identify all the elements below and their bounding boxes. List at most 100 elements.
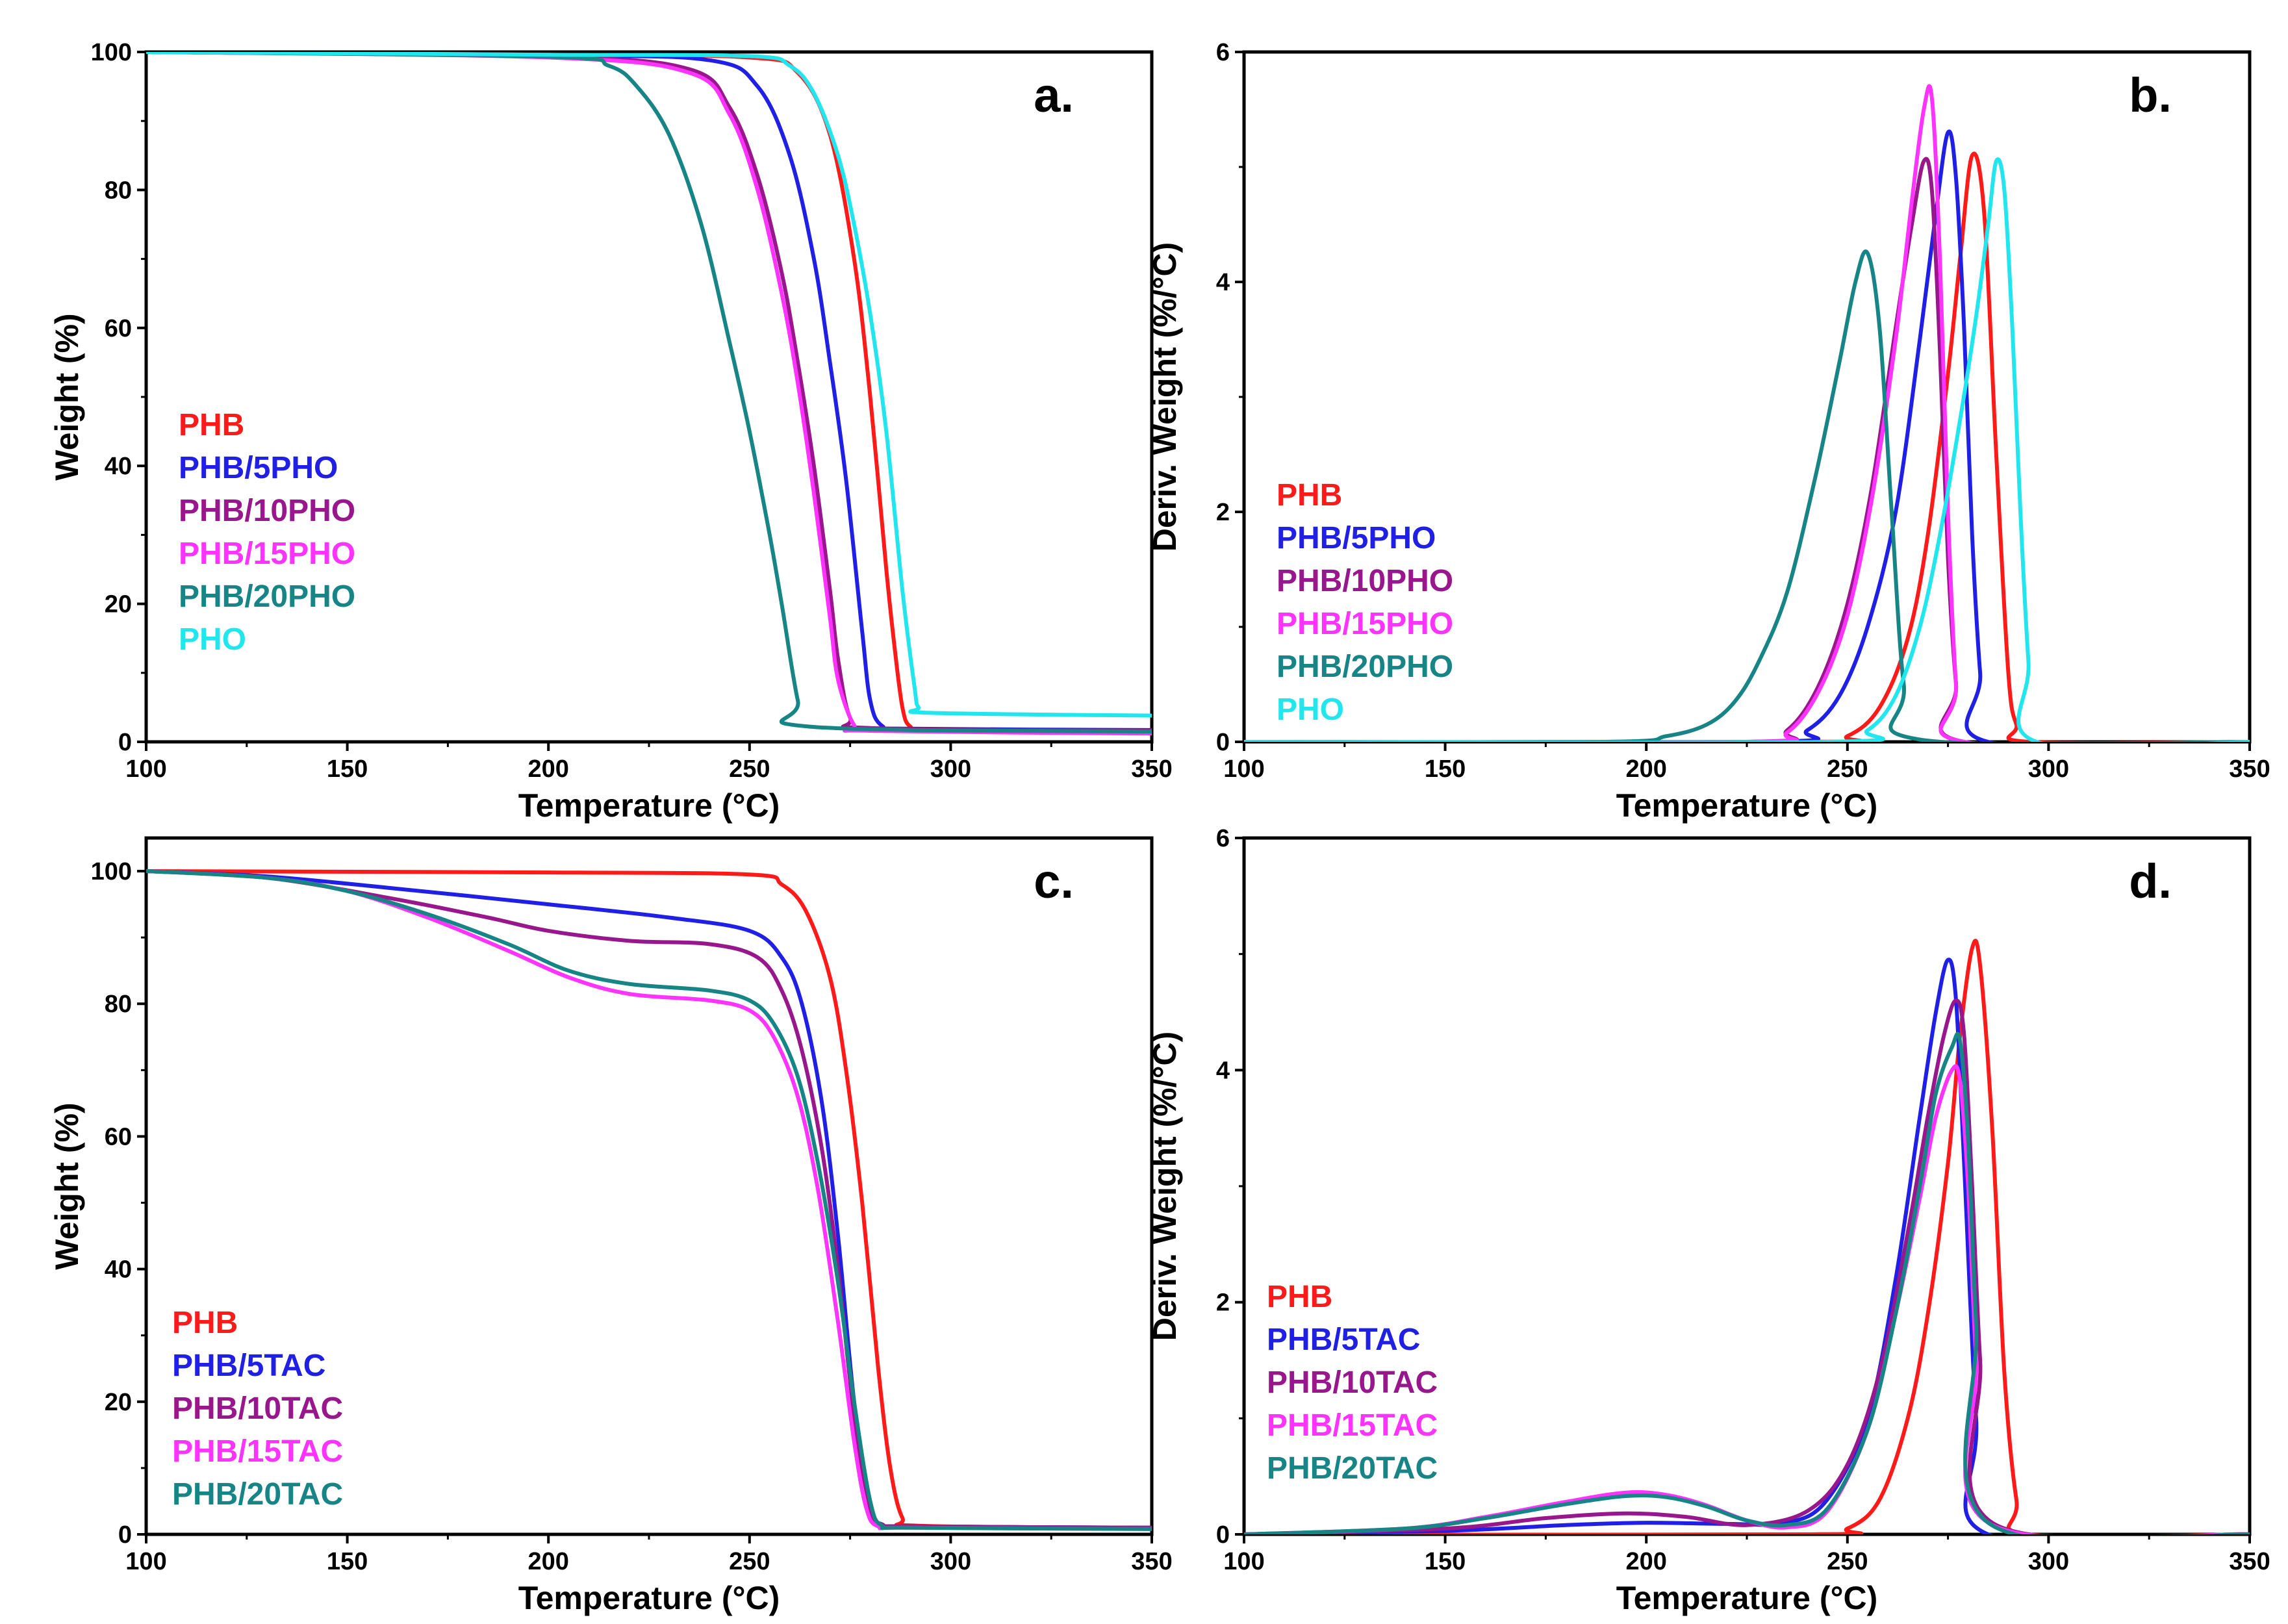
y-tick-label: 100 <box>91 858 132 885</box>
legend-entry: PHB/15PHO <box>179 537 355 571</box>
y-axis-title: Deriv. Weight (%/°C) <box>1147 1032 1183 1341</box>
panel-label: d. <box>2129 854 2172 908</box>
y-tick-label: 4 <box>1216 1057 1230 1084</box>
legend-entry: PHB/5TAC <box>172 1349 325 1383</box>
series-line-phb-5tac <box>146 869 1152 1530</box>
legend-entry: PHB/5PHO <box>1277 521 1436 555</box>
x-axis-title: Temperature (°C) <box>518 787 780 824</box>
legend-entry: PHB <box>1277 478 1342 513</box>
x-tick-label: 300 <box>2028 1548 2069 1575</box>
legend-entry: PHB/20TAC <box>172 1477 343 1512</box>
y-tick-label: 20 <box>105 1389 132 1416</box>
series-line-phb-15tac <box>146 869 1152 1531</box>
y-axis-title: Deriv. Weight (%/°C) <box>1147 242 1183 552</box>
y-tick-label: 2 <box>1216 499 1230 526</box>
x-tick-label: 250 <box>729 1548 770 1575</box>
legend-entry: PHB <box>1267 1280 1332 1314</box>
series-line-pho <box>1244 157 2250 742</box>
x-tick-label: 200 <box>528 755 568 783</box>
y-tick-label: 2 <box>1216 1289 1230 1317</box>
legend-entry: PHB <box>179 408 244 442</box>
x-tick-label: 350 <box>1131 755 1172 783</box>
series-line-phb-5pho <box>146 52 1152 732</box>
legend-entry: PHB/20TAC <box>1267 1451 1438 1486</box>
x-tick-label: 200 <box>1625 755 1666 783</box>
x-tick-label: 100 <box>125 755 166 783</box>
y-tick-label: 60 <box>105 1123 132 1150</box>
series-line-phb <box>146 52 1152 733</box>
x-tick-label: 150 <box>327 755 368 783</box>
series-line-phb-15pho <box>1244 84 2250 742</box>
x-tick-label: 300 <box>2028 755 2069 783</box>
series-line-phb <box>146 869 1152 1530</box>
y-tick-label: 100 <box>91 39 132 66</box>
x-tick-label: 350 <box>1131 1548 1172 1575</box>
x-tick-label: 150 <box>1425 755 1466 783</box>
legend-entry: PHB/10TAC <box>172 1391 343 1426</box>
legend-entry: PHB/5TAC <box>1267 1323 1420 1357</box>
x-axis-title: Temperature (°C) <box>1616 787 1877 824</box>
legend-entry: PHO <box>179 622 246 657</box>
series-line-phb-20tac <box>1244 1032 2250 1534</box>
legend-entry: PHB/5PHO <box>179 451 338 485</box>
y-tick-label: 0 <box>118 729 132 756</box>
y-tick-label: 80 <box>105 177 132 204</box>
chart-panel-2: 100 150 200 250 300 350 0 2 4 6 Temperature (°C) De… <box>1147 39 2270 824</box>
x-tick-label: 150 <box>1425 1548 1466 1575</box>
y-tick-label: 6 <box>1216 825 1230 852</box>
y-axis-title: Weight (%) <box>49 313 85 480</box>
series-line-phb-10pho <box>146 52 1152 733</box>
panel-label: b. <box>2129 68 2172 122</box>
x-tick-label: 300 <box>930 755 971 783</box>
panel-label: c. <box>1034 854 1074 908</box>
panel-label: a. <box>1034 68 1074 122</box>
y-tick-label: 60 <box>105 315 132 342</box>
legend-entry: PHB/15TAC <box>172 1434 343 1469</box>
legend-entry: PHB/15PHO <box>1277 607 1453 641</box>
series-line-phb-15pho <box>146 52 1152 736</box>
legend-entry: PHB <box>172 1306 238 1340</box>
legend-entry: PHO <box>1277 692 1344 727</box>
series-line-phb-20pho <box>1244 249 2250 742</box>
chart-panel-1: 100 150 200 250 300 350 0 20 40 60 80 100 Temperatur… <box>49 39 1173 824</box>
legend-entry: PHB/20PHO <box>179 579 355 614</box>
chart-panel-3: 100 150 200 250 300 350 0 20 40 60 80 100 Temperatur… <box>49 836 1173 1616</box>
x-axis-title: Temperature (°C) <box>518 1580 780 1616</box>
x-tick-label: 200 <box>1625 1548 1666 1575</box>
legend-entry: PHB/20PHO <box>1277 650 1453 684</box>
x-axis-title: Temperature (°C) <box>1616 1580 1877 1616</box>
y-tick-label: 40 <box>105 453 132 480</box>
series-line-phb-20pho <box>146 52 1152 734</box>
legend-entry: PHB/10TAC <box>1267 1365 1438 1400</box>
x-tick-label: 150 <box>327 1548 368 1575</box>
x-tick-label: 200 <box>528 1548 568 1575</box>
legend-entry: PHB/10PHO <box>179 494 355 528</box>
x-tick-label: 350 <box>2229 755 2270 783</box>
legend-entry: PHB/15TAC <box>1267 1408 1438 1443</box>
y-axis-title: Weight (%) <box>49 1102 85 1269</box>
series-line-phb <box>1244 939 2250 1534</box>
x-tick-label: 300 <box>930 1548 971 1575</box>
y-tick-label: 6 <box>1216 39 1230 66</box>
y-tick-label: 40 <box>105 1256 132 1284</box>
series-line-pho <box>146 52 1152 718</box>
y-tick-label: 0 <box>1216 729 1230 756</box>
chart-panel-4: 100 150 200 250 300 350 0 2 4 6 Temperature (°C) De… <box>1147 825 2270 1616</box>
series-line-phb-10tac <box>1244 998 2250 1534</box>
series-line-phb-10tac <box>146 869 1152 1530</box>
legend-entry: PHB/10PHO <box>1277 564 1453 598</box>
plot-frame <box>144 50 1154 744</box>
x-tick-label: 250 <box>1827 1548 1868 1575</box>
x-tick-label: 250 <box>1827 755 1868 783</box>
y-tick-label: 20 <box>105 591 132 618</box>
series-line-phb-20tac <box>146 869 1152 1531</box>
y-tick-label: 0 <box>1216 1521 1230 1549</box>
x-tick-label: 250 <box>729 755 770 783</box>
x-tick-label: 100 <box>1223 755 1264 783</box>
x-tick-label: 350 <box>2229 1548 2270 1575</box>
x-tick-label: 100 <box>125 1548 166 1575</box>
y-tick-label: 0 <box>118 1521 132 1549</box>
y-tick-label: 80 <box>105 991 132 1018</box>
y-tick-label: 4 <box>1216 269 1230 296</box>
